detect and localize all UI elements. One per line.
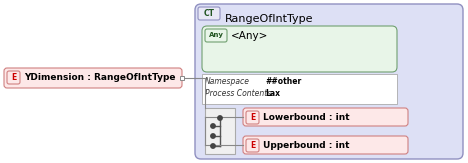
- Text: E: E: [11, 73, 16, 82]
- Bar: [202, 74, 397, 104]
- Text: E: E: [250, 113, 255, 122]
- Text: Lax: Lax: [265, 89, 280, 97]
- FancyBboxPatch shape: [243, 136, 408, 154]
- Text: Process Contents: Process Contents: [205, 89, 271, 97]
- FancyBboxPatch shape: [4, 68, 182, 88]
- Text: Upperbound : int: Upperbound : int: [263, 141, 350, 149]
- FancyBboxPatch shape: [202, 26, 397, 72]
- Text: YDimension : RangeOfIntType: YDimension : RangeOfIntType: [24, 74, 176, 82]
- FancyBboxPatch shape: [246, 111, 259, 124]
- FancyBboxPatch shape: [246, 139, 259, 152]
- Text: ##other: ##other: [265, 77, 301, 87]
- Circle shape: [218, 116, 222, 120]
- Circle shape: [211, 134, 215, 138]
- Text: Any: Any: [209, 32, 224, 38]
- FancyBboxPatch shape: [7, 71, 20, 84]
- FancyBboxPatch shape: [195, 4, 463, 159]
- Text: RangeOfIntType: RangeOfIntType: [225, 14, 314, 24]
- Text: <Any>: <Any>: [231, 31, 268, 41]
- Bar: [205, 108, 235, 154]
- FancyBboxPatch shape: [198, 7, 220, 20]
- FancyBboxPatch shape: [205, 29, 227, 42]
- Bar: [180, 76, 184, 80]
- FancyBboxPatch shape: [243, 108, 408, 126]
- Text: CT: CT: [204, 9, 214, 18]
- Text: Namespace: Namespace: [205, 77, 250, 87]
- Text: Lowerbound : int: Lowerbound : int: [263, 112, 350, 121]
- Circle shape: [211, 124, 215, 128]
- Text: E: E: [250, 141, 255, 150]
- Circle shape: [211, 144, 215, 148]
